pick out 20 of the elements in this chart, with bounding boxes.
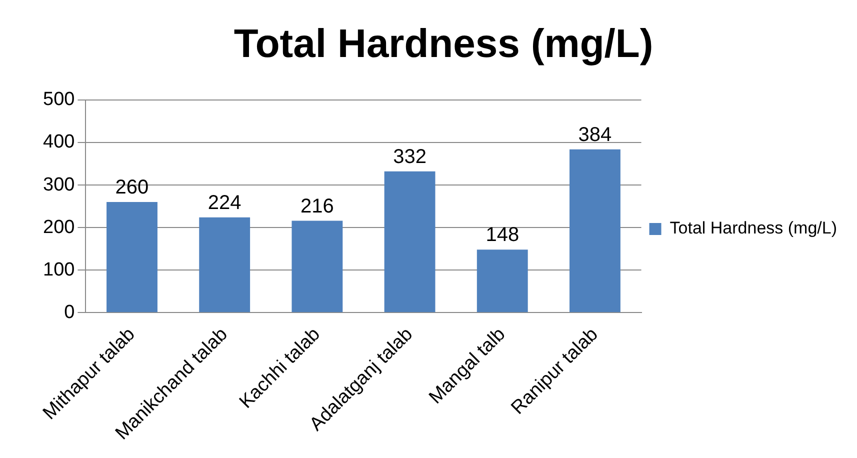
- bar: [106, 202, 158, 312]
- bar: [570, 149, 620, 312]
- y-tick-label: 300: [43, 174, 75, 196]
- bar: [384, 171, 436, 312]
- data-label: 224: [208, 192, 242, 214]
- y-tick-label: 0: [64, 302, 75, 323]
- bar: [292, 220, 343, 312]
- chart-title: Total Hardness (mg/L): [234, 22, 654, 66]
- data-label: 148: [486, 224, 520, 246]
- y-tick-label: 100: [43, 259, 75, 280]
- y-tick-label: 200: [43, 216, 75, 238]
- bar: [199, 217, 250, 312]
- y-tick-label: 400: [43, 132, 75, 153]
- data-label: 216: [300, 195, 334, 218]
- legend-label: Total Hardness (mg/L): [670, 218, 838, 238]
- data-label: 332: [393, 146, 426, 168]
- data-label: 260: [115, 176, 149, 199]
- data-label: 384: [578, 124, 612, 146]
- bar: [476, 250, 528, 312]
- y-tick-label: 500: [43, 89, 75, 110]
